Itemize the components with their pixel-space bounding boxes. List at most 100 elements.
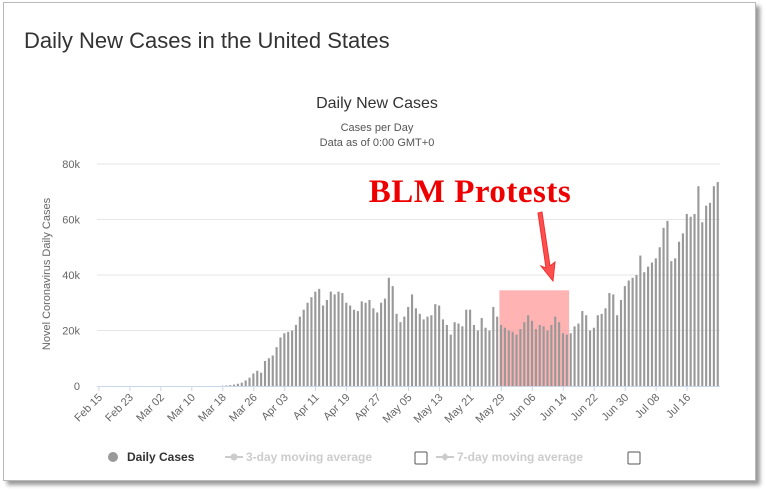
bar[interactable] (492, 306, 495, 386)
bar[interactable] (461, 326, 464, 386)
bar[interactable] (585, 315, 588, 386)
bar[interactable] (643, 272, 646, 386)
bar[interactable] (341, 293, 344, 386)
bar[interactable] (426, 316, 429, 387)
bar[interactable] (225, 385, 228, 386)
bar[interactable] (236, 383, 239, 386)
bar[interactable] (716, 182, 719, 386)
bar[interactable] (453, 322, 456, 386)
bar[interactable] (376, 312, 379, 386)
bar[interactable] (712, 186, 715, 386)
bar[interactable] (511, 331, 514, 386)
bar[interactable] (465, 309, 468, 386)
bar[interactable] (260, 372, 263, 386)
bar[interactable] (608, 293, 611, 386)
bar[interactable] (619, 299, 623, 386)
bar[interactable] (689, 216, 692, 386)
bar[interactable] (310, 297, 313, 386)
bar[interactable] (503, 327, 506, 386)
bar[interactable] (600, 313, 603, 386)
bar[interactable] (484, 327, 487, 386)
bar[interactable] (670, 261, 673, 387)
bar[interactable] (256, 370, 259, 386)
bar[interactable] (287, 331, 290, 386)
bar[interactable] (534, 329, 537, 386)
bar[interactable] (542, 326, 545, 386)
bar[interactable] (647, 266, 650, 386)
bar[interactable] (298, 316, 301, 387)
bar[interactable] (499, 324, 503, 386)
bar[interactable] (314, 291, 317, 386)
legend-item-7day[interactable]: 7-day moving average (436, 450, 583, 464)
bar[interactable] (515, 334, 518, 386)
bar[interactable] (674, 258, 677, 386)
bar[interactable] (701, 222, 704, 386)
bar[interactable] (472, 324, 476, 386)
bar[interactable] (573, 326, 576, 386)
bar[interactable] (318, 288, 321, 387)
bar[interactable] (403, 316, 406, 387)
bar[interactable] (283, 333, 286, 386)
bar[interactable] (631, 277, 634, 386)
bar[interactable] (229, 385, 232, 386)
bar[interactable] (561, 333, 565, 386)
bar[interactable] (349, 305, 352, 386)
bar[interactable] (705, 205, 708, 387)
bar[interactable] (337, 291, 340, 386)
bar[interactable] (527, 315, 530, 386)
bar[interactable] (612, 294, 615, 386)
bar[interactable] (588, 330, 592, 387)
bar[interactable] (395, 313, 398, 386)
bar[interactable] (399, 322, 402, 386)
bar[interactable] (329, 291, 332, 386)
bar[interactable] (623, 286, 626, 386)
checkbox-7day[interactable] (627, 451, 641, 465)
bar[interactable] (488, 330, 491, 387)
bar[interactable] (368, 299, 371, 386)
bar[interactable] (565, 334, 568, 386)
bar[interactable] (627, 280, 630, 386)
bar[interactable] (550, 324, 553, 386)
bar[interactable] (639, 255, 642, 386)
bar[interactable] (380, 302, 383, 386)
bar[interactable] (577, 323, 580, 386)
bar[interactable] (554, 316, 557, 387)
bar[interactable] (333, 294, 336, 386)
bar[interactable] (248, 377, 251, 386)
bar[interactable] (476, 330, 479, 387)
bar[interactable] (558, 322, 561, 386)
bar[interactable] (275, 347, 278, 386)
bar[interactable] (546, 330, 549, 387)
bar[interactable] (252, 373, 255, 386)
bar[interactable] (569, 333, 572, 386)
bar[interactable] (325, 299, 328, 386)
bar[interactable] (279, 337, 282, 386)
bar[interactable] (407, 306, 410, 386)
bar[interactable] (414, 308, 417, 386)
bar[interactable] (650, 262, 654, 386)
bar[interactable] (666, 220, 669, 386)
bar[interactable] (291, 330, 294, 387)
bar[interactable] (356, 311, 359, 386)
bar[interactable] (445, 324, 448, 386)
checkbox-3day[interactable] (414, 451, 428, 465)
bar[interactable] (232, 384, 236, 386)
bar[interactable] (685, 213, 688, 386)
bar[interactable] (677, 241, 681, 386)
legend-item-3day[interactable]: 3-day moving average (225, 450, 372, 464)
bar[interactable] (681, 233, 684, 387)
bar[interactable] (263, 361, 267, 386)
bar[interactable] (418, 313, 421, 386)
bar[interactable] (592, 327, 595, 386)
bar[interactable] (422, 319, 425, 386)
bar[interactable] (387, 277, 390, 386)
bar[interactable] (496, 316, 499, 387)
bar[interactable] (596, 315, 599, 386)
bar[interactable] (658, 247, 661, 386)
bar[interactable] (708, 202, 712, 386)
bar[interactable] (480, 318, 483, 386)
bar[interactable] (693, 213, 696, 386)
bar[interactable] (345, 302, 348, 386)
bar[interactable] (616, 315, 619, 386)
bar[interactable] (457, 323, 460, 386)
